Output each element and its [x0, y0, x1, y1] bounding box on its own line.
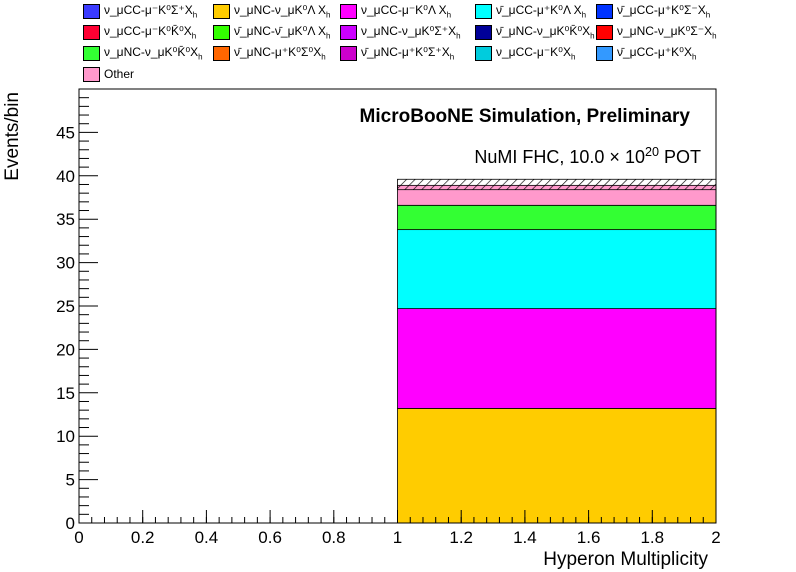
legend-swatch: [83, 66, 100, 82]
legend-swatch: [340, 3, 357, 19]
x-axis-label: Hyperon Multiplicity: [543, 549, 708, 570]
bar-segment-3-bin-1: [397, 229, 717, 310]
legend-item: ν̄_μNC-ν_μK⁰K̄⁰Xh: [475, 23, 595, 41]
legend-label: ν̄_μNC-μ⁺K⁰Σ⁰Xh: [234, 44, 326, 62]
x-tick-label: 1.4: [513, 528, 537, 547]
legend-swatch: [596, 24, 613, 40]
legend-swatch: [83, 24, 100, 40]
chart-title: MicroBooNE Simulation, Preliminary: [360, 106, 691, 127]
legend-swatch: [213, 3, 230, 19]
uncertainty-band: [397, 178, 717, 191]
legend-item: ν_μNC-ν_μK⁰K̄⁰Xh: [83, 44, 203, 62]
legend-label: ν_μCC-μ⁻K⁰K̄⁰Xh: [104, 23, 197, 41]
legend-item: ν_μCC-μ⁻K⁰K̄⁰Xh: [83, 23, 196, 41]
legend-item: ν̄_μNC-μ⁺K⁰Σ⁰Xh: [213, 44, 326, 62]
legend-swatch: [340, 24, 357, 40]
legend-label: ν̄_μNC-μ⁺K⁰Σ⁺Xh: [361, 44, 455, 62]
legend-item: ν_μCC-μ⁻K⁰Xh: [475, 44, 575, 62]
legend-label: ν_μNC-ν_μK⁰Λ Xh: [234, 2, 331, 20]
legend-item: ν_μNC-ν_μK⁰Λ Xh: [213, 2, 330, 20]
legend-item: ν̄_μNC-ν̄_μK⁰Λ Xh: [213, 23, 330, 41]
legend-swatch: [83, 3, 100, 19]
x-tick-label: 0.6: [258, 528, 282, 547]
y-tick-label: 40: [56, 167, 75, 186]
legend-label: ν̄_μCC-μ⁺K⁰Σ⁻Xh: [617, 2, 711, 20]
legend-label: ν̄_μCC-μ⁺K⁰Xh: [617, 44, 697, 62]
x-tick-label: 1: [393, 528, 402, 547]
y-tick-label: 15: [56, 384, 75, 403]
x-tick-label: 0.8: [322, 528, 346, 547]
legend-label: Other: [104, 67, 135, 81]
legend-item: ν̄_μCC-μ⁺K⁰Xh: [596, 44, 696, 62]
x-tick-label: 0.4: [195, 528, 219, 547]
bar-segment-2-bin-1: [397, 308, 717, 409]
y-tick-label: 20: [56, 340, 75, 359]
y-tick-label: 10: [56, 427, 75, 446]
legend-swatch: [340, 45, 357, 61]
bar-segment-1-bin-1: [397, 408, 717, 524]
legend-swatch: [213, 45, 230, 61]
legend-label: ν_μNC-ν_μK⁰Σ⁻Xh: [617, 23, 717, 41]
legend-label: ν_μNC-ν_μK⁰Σ⁺Xh: [361, 23, 461, 41]
y-tick-label: 25: [56, 297, 75, 316]
legend-swatch: [83, 45, 100, 61]
legend-item: Other: [83, 65, 134, 83]
legend: ν_μCC-μ⁻K⁰Σ⁺Xh ν_μNC-ν_μK⁰Λ Xh ν_μCC-μ⁻K⁰Λ…: [83, 2, 723, 84]
y-tick-label: 35: [56, 210, 75, 229]
legend-item: ν̄_μCC-μ⁺K⁰Σ⁻Xh: [596, 2, 710, 20]
chart-subtitle: NuMI FHC, 10.0 × 1020 POT: [474, 145, 701, 167]
legend-label: ν̄_μCC-μ⁺K⁰Λ Xh: [496, 2, 587, 20]
x-tick-label: 1.8: [640, 528, 664, 547]
y-axis-label: Events/bin: [2, 92, 23, 181]
y-tick-label: 0: [66, 514, 75, 533]
legend-label: ν_μCC-μ⁻K⁰Xh: [496, 44, 576, 62]
legend-label: ν_μCC-μ⁻K⁰Σ⁺Xh: [104, 2, 198, 20]
x-tick-label: 0: [74, 528, 83, 547]
x-tick-label: 1.2: [449, 528, 473, 547]
legend-label: ν_μNC-ν_μK⁰K̄⁰Xh: [104, 44, 203, 62]
legend-item: ν_μNC-ν_μK⁰Σ⁺Xh: [340, 23, 461, 41]
legend-swatch: [475, 45, 492, 61]
legend-item: ν_μNC-ν_μK⁰Σ⁻Xh: [596, 23, 717, 41]
y-tick-label: 5: [66, 471, 75, 490]
legend-item: ν_μCC-μ⁻K⁰Λ Xh: [340, 2, 451, 20]
legend-swatch: [213, 24, 230, 40]
legend-label: ν̄_μNC-ν_μK⁰K̄⁰Xh: [496, 23, 595, 41]
legend-swatch: [475, 3, 492, 19]
y-tick-label: 30: [56, 254, 75, 273]
bar-segment-10-bin-1: [397, 204, 717, 231]
y-tick-label: 45: [56, 123, 75, 142]
legend-label: ν_μCC-μ⁻K⁰Λ Xh: [361, 2, 452, 20]
legend-label: ν̄_μNC-ν̄_μK⁰Λ Xh: [234, 23, 331, 41]
x-tick-label: 1.6: [577, 528, 601, 547]
x-tick-label: 0.2: [131, 528, 155, 547]
legend-swatch: [596, 45, 613, 61]
legend-swatch: [475, 24, 492, 40]
legend-item: ν̄_μCC-μ⁺K⁰Λ Xh: [475, 2, 586, 20]
legend-swatch: [596, 3, 613, 19]
legend-item: ν_μCC-μ⁻K⁰Σ⁺Xh: [83, 2, 197, 20]
x-tick-label: 2: [711, 528, 720, 547]
legend-item: ν̄_μNC-μ⁺K⁰Σ⁺Xh: [340, 44, 454, 62]
